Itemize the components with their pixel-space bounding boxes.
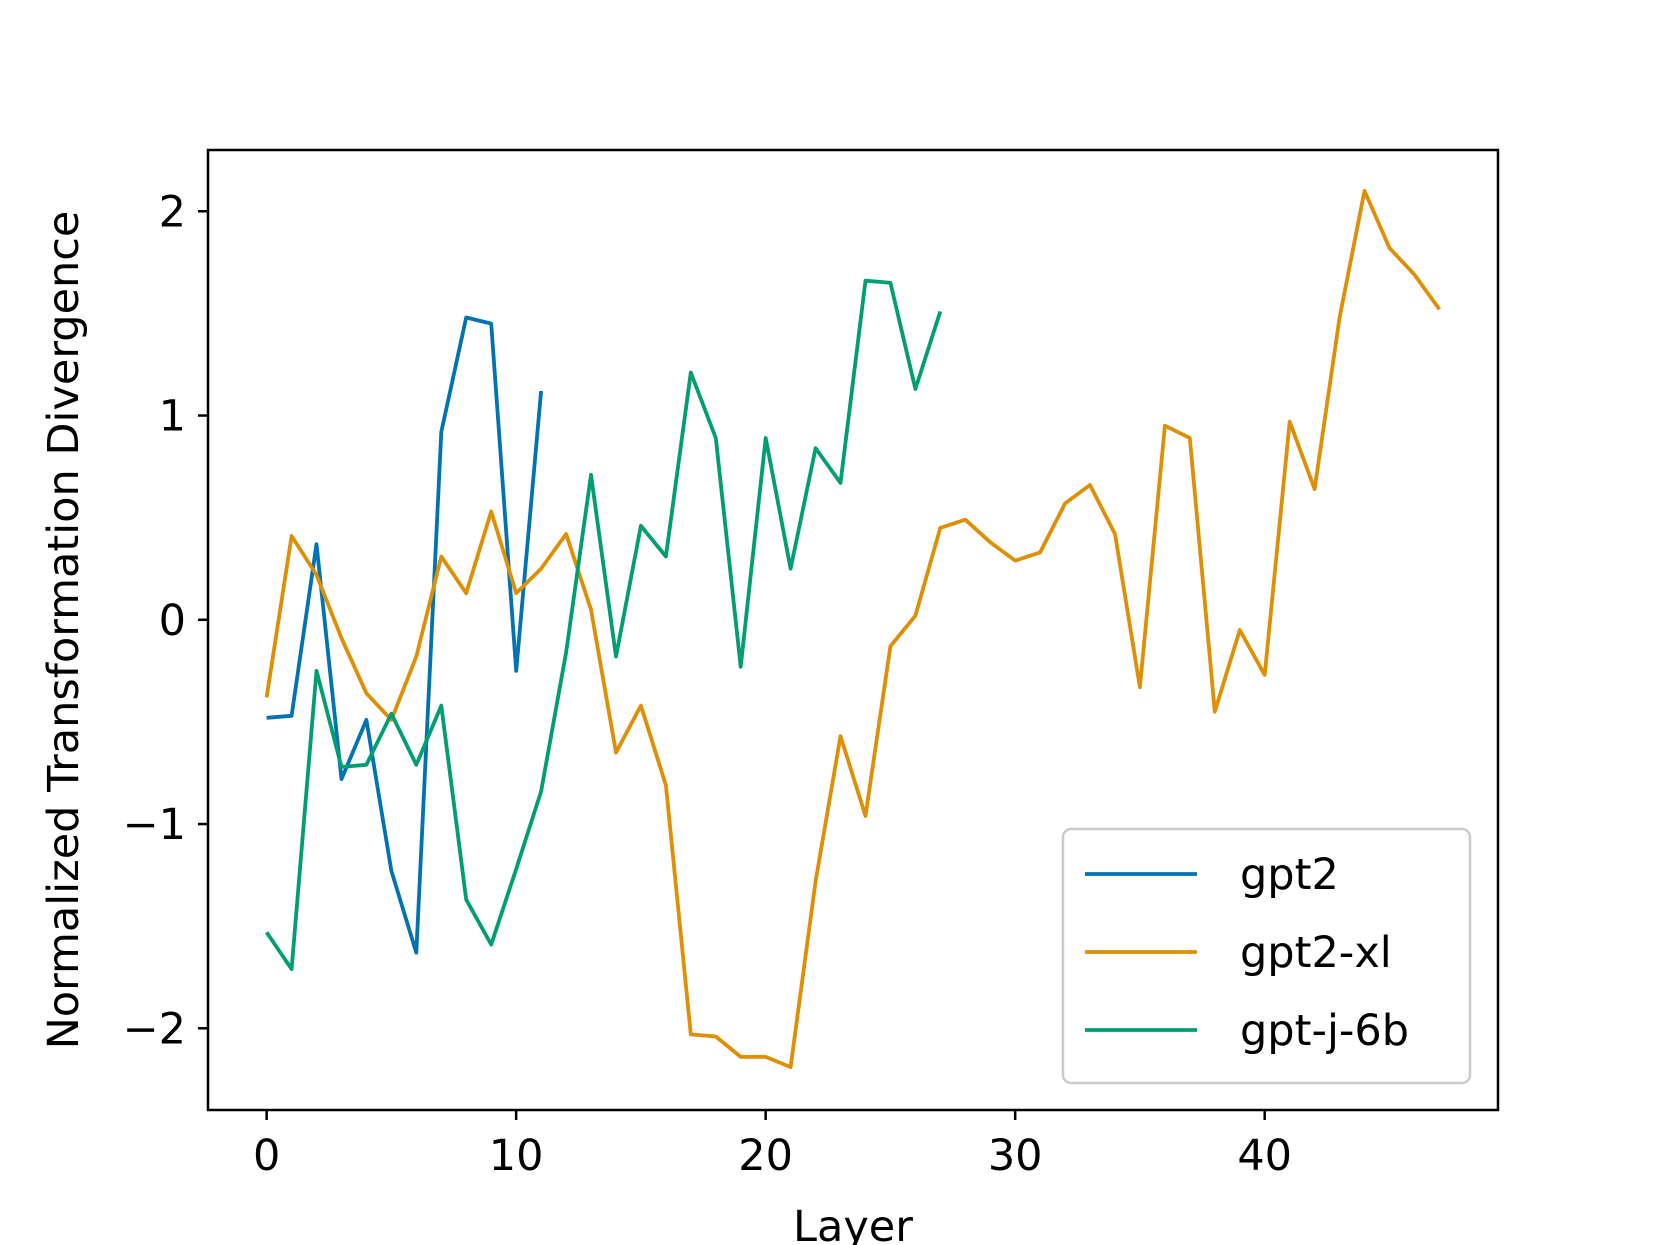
legend: gpt2 gpt2-xl gpt-j-6b	[1061, 827, 1472, 1085]
y-tick-label: 1	[159, 392, 186, 442]
y-tick-label: 0	[159, 596, 186, 646]
series-line-gpt2	[266, 315, 543, 955]
x-tick-label: 10	[489, 1131, 544, 1181]
y-tick-label: −2	[123, 1004, 186, 1054]
legend-label-gpt-j-6b: gpt-j-6b	[1240, 1006, 1409, 1056]
legend-label-gpt2: gpt2	[1240, 850, 1339, 900]
x-axis: 0 10 20 30 40	[253, 1110, 1292, 1181]
series-line-gpt2-xl	[264, 188, 1441, 1069]
x-tick-label: 0	[253, 1131, 280, 1181]
x-tick-label: 20	[738, 1131, 793, 1181]
series-line-gpt-j-6b	[265, 278, 943, 971]
y-tick-label: −1	[123, 800, 186, 850]
legend-label-gpt2-xl: gpt2-xl	[1240, 928, 1392, 978]
x-tick-label: 40	[1237, 1131, 1292, 1181]
y-axis-label: Normalized Transformation Divergence	[39, 211, 89, 1050]
series-layer	[264, 188, 1441, 1069]
x-axis-label: Layer	[793, 1202, 913, 1245]
plot-frame	[206, 148, 1500, 1112]
x-tick-label: 30	[988, 1131, 1043, 1181]
legend-box	[1061, 827, 1472, 1085]
y-tick-label: 2	[159, 187, 186, 237]
y-axis: −2 −1 0 1 2	[123, 187, 208, 1054]
